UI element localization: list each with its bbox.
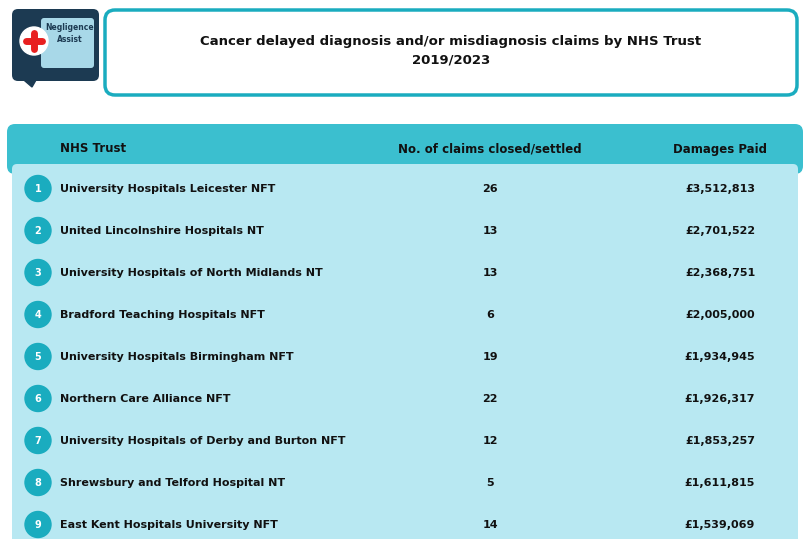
- FancyBboxPatch shape: [12, 500, 798, 539]
- Text: £1,539,069: £1,539,069: [684, 520, 755, 529]
- Text: 1: 1: [35, 183, 41, 194]
- Text: Medical
Negligence
Assist: Medical Negligence Assist: [45, 10, 94, 44]
- FancyBboxPatch shape: [12, 332, 798, 381]
- Text: University Hospitals Birmingham NFT: University Hospitals Birmingham NFT: [60, 351, 293, 362]
- FancyBboxPatch shape: [12, 164, 798, 213]
- Text: £1,926,317: £1,926,317: [684, 393, 755, 404]
- Text: 2: 2: [35, 225, 41, 236]
- Text: £3,512,813: £3,512,813: [685, 183, 755, 194]
- FancyBboxPatch shape: [12, 458, 798, 507]
- FancyBboxPatch shape: [12, 416, 798, 465]
- FancyBboxPatch shape: [7, 124, 803, 174]
- Text: 6: 6: [35, 393, 41, 404]
- Text: 22: 22: [482, 393, 498, 404]
- Text: £2,005,000: £2,005,000: [685, 309, 755, 320]
- Text: £1,611,815: £1,611,815: [684, 478, 755, 487]
- Polygon shape: [18, 73, 40, 87]
- Text: 8: 8: [35, 478, 41, 487]
- FancyBboxPatch shape: [12, 374, 798, 423]
- Text: University Hospitals of Derby and Burton NFT: University Hospitals of Derby and Burton…: [60, 436, 346, 446]
- Text: 5: 5: [35, 351, 41, 362]
- Text: 26: 26: [482, 183, 498, 194]
- Circle shape: [22, 29, 46, 53]
- Circle shape: [25, 512, 51, 537]
- FancyBboxPatch shape: [105, 10, 797, 95]
- Circle shape: [25, 385, 51, 411]
- Text: Northern Care Alliance NFT: Northern Care Alliance NFT: [60, 393, 231, 404]
- FancyBboxPatch shape: [12, 290, 798, 339]
- Text: 4: 4: [35, 309, 41, 320]
- Text: Damages Paid: Damages Paid: [673, 142, 767, 155]
- Text: 9: 9: [35, 520, 41, 529]
- FancyBboxPatch shape: [12, 206, 798, 255]
- Text: University Hospitals Leicester NFT: University Hospitals Leicester NFT: [60, 183, 275, 194]
- Text: 6: 6: [486, 309, 494, 320]
- Circle shape: [25, 469, 51, 495]
- Circle shape: [20, 27, 48, 55]
- Text: 12: 12: [482, 436, 498, 446]
- Circle shape: [25, 301, 51, 328]
- FancyBboxPatch shape: [12, 248, 798, 297]
- Text: Bradford Teaching Hospitals NFT: Bradford Teaching Hospitals NFT: [60, 309, 265, 320]
- Text: £2,368,751: £2,368,751: [685, 267, 755, 278]
- Text: £2,701,522: £2,701,522: [685, 225, 755, 236]
- Circle shape: [25, 218, 51, 244]
- Text: 2019/2023: 2019/2023: [411, 53, 490, 66]
- Text: Shrewsbury and Telford Hospital NT: Shrewsbury and Telford Hospital NT: [60, 478, 285, 487]
- Text: 14: 14: [482, 520, 498, 529]
- Text: NHS Trust: NHS Trust: [60, 142, 126, 155]
- FancyBboxPatch shape: [41, 18, 94, 68]
- Text: £1,853,257: £1,853,257: [685, 436, 755, 446]
- Circle shape: [25, 176, 51, 202]
- Text: University Hospitals of North Midlands NT: University Hospitals of North Midlands N…: [60, 267, 322, 278]
- Text: 13: 13: [482, 267, 497, 278]
- Circle shape: [25, 259, 51, 286]
- Circle shape: [25, 427, 51, 453]
- Text: East Kent Hospitals University NFT: East Kent Hospitals University NFT: [60, 520, 278, 529]
- Text: 13: 13: [482, 225, 497, 236]
- Text: £1,934,945: £1,934,945: [684, 351, 755, 362]
- Text: 5: 5: [486, 478, 494, 487]
- FancyBboxPatch shape: [12, 9, 99, 81]
- Text: No. of claims closed/settled: No. of claims closed/settled: [399, 142, 582, 155]
- Text: United Lincolnshire Hospitals NT: United Lincolnshire Hospitals NT: [60, 225, 264, 236]
- Text: 3: 3: [35, 267, 41, 278]
- Circle shape: [25, 343, 51, 370]
- Text: 19: 19: [482, 351, 498, 362]
- Text: 7: 7: [35, 436, 41, 446]
- Text: Cancer delayed diagnosis and/or misdiagnosis claims by NHS Trust: Cancer delayed diagnosis and/or misdiagn…: [200, 36, 701, 49]
